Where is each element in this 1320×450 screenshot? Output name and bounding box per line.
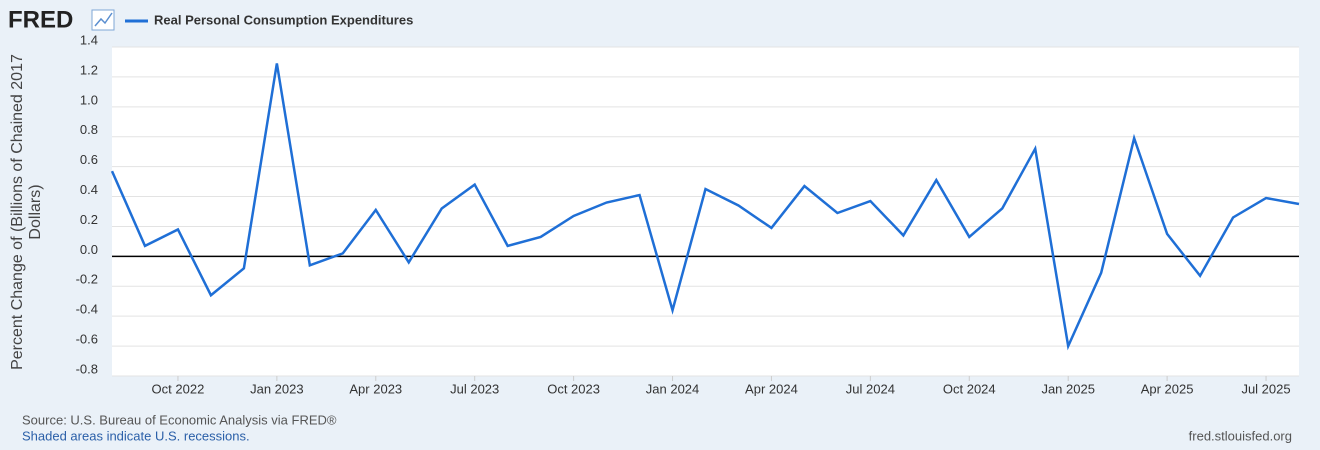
legend-label: Real Personal Consumption Expenditures <box>154 12 413 27</box>
x-tick-label: Jan 2025 <box>1041 381 1095 396</box>
note[interactable]: Shaded areas indicate U.S. recessions. <box>22 428 250 443</box>
plot-area <box>112 47 1299 376</box>
y-tick-label: -0.8 <box>76 361 98 376</box>
x-tick-label: Oct 2022 <box>152 381 205 396</box>
x-tick-label: Jul 2023 <box>450 381 499 396</box>
y-tick-label: -0.4 <box>76 302 98 317</box>
x-tick-label: Apr 2023 <box>349 381 402 396</box>
y-tick-label: 1.0 <box>80 92 98 107</box>
logo[interactable]: FRED <box>8 6 73 33</box>
y-tick-label: 0.2 <box>80 212 98 227</box>
x-tick-label: Apr 2025 <box>1141 381 1194 396</box>
y-tick-label: 0.4 <box>80 182 98 197</box>
logo-icon <box>91 9 115 31</box>
x-tick-label: Jul 2025 <box>1241 381 1290 396</box>
series-line <box>110 63 1300 351</box>
y-axis-label: Percent Change of (Billions of Chained 2… <box>9 54 44 370</box>
url[interactable]: fred.stlouisfed.org <box>1189 428 1292 443</box>
y-tick-label: -0.2 <box>76 272 98 287</box>
x-tick-label: Jul 2024 <box>846 381 895 396</box>
y-tick-label: -0.6 <box>76 332 98 347</box>
x-tick-label: Jan 2023 <box>250 381 304 396</box>
x-tick-label: Oct 2023 <box>547 381 600 396</box>
x-tick-label: Jan 2024 <box>646 381 700 396</box>
y-tick-label: 0.8 <box>80 122 98 137</box>
source: Source: U.S. Bureau of Economic Analysis… <box>22 412 337 427</box>
y-tick-label: 0.6 <box>80 152 98 167</box>
x-tick-label: Oct 2024 <box>943 381 996 396</box>
y-tick-label: 0.0 <box>80 242 98 257</box>
x-tick-label: Apr 2024 <box>745 381 798 396</box>
y-tick-label: 1.4 <box>80 32 98 47</box>
y-tick-label: 1.2 <box>80 62 98 77</box>
